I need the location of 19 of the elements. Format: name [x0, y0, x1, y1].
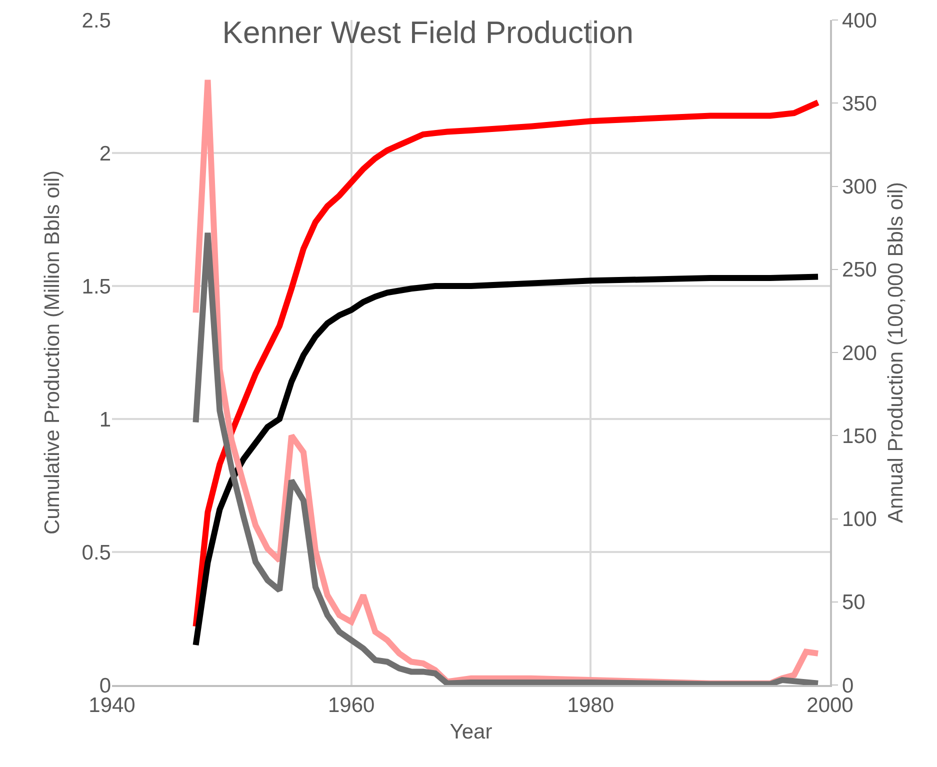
y-tick-label: 2 — [99, 142, 111, 166]
y2-tick-label: 250 — [842, 258, 877, 282]
y2-tick-label: 400 — [842, 9, 877, 32]
y2-tick-label: 350 — [842, 92, 877, 116]
x-tick-label: 1980 — [567, 694, 614, 717]
y2-tick-label: 200 — [842, 342, 877, 365]
y2-tick-label: 300 — [842, 176, 877, 199]
y2-tick-label: 100 — [842, 508, 877, 532]
chart-title: Kenner West Field Production — [222, 15, 634, 50]
y2-tick-label: 150 — [842, 424, 877, 448]
y-tick-label: 1.5 — [82, 275, 111, 298]
y2-axis-title: Annual Production (100,000 Bbls oil) — [884, 182, 908, 523]
y-tick-label: 1 — [99, 408, 111, 432]
x-axis-title: Year — [450, 720, 492, 744]
y2-tick-label: 50 — [842, 591, 866, 614]
y-tick-label: 0.5 — [82, 541, 111, 564]
x-tick-label: 1960 — [328, 694, 375, 717]
y-axis-title: Cumulative Production (Million Bbls oil) — [40, 170, 64, 535]
y-tick-label: 2.5 — [82, 9, 111, 32]
